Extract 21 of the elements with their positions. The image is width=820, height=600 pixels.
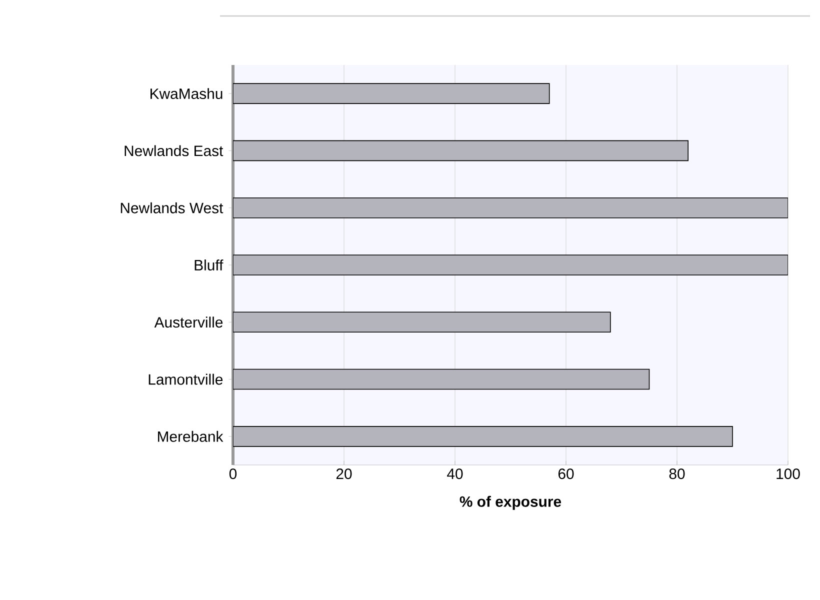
x-tick-label: 100	[776, 468, 800, 480]
bar	[233, 83, 550, 104]
y-tick-label: Bluff	[194, 260, 224, 270]
bar	[233, 312, 611, 333]
x-tick-label: 60	[558, 468, 574, 480]
bar	[233, 197, 788, 218]
x-tick-label: 0	[229, 468, 237, 480]
y-tick-label: Lamontville	[148, 374, 223, 385]
y-tick-label: Merebank	[158, 430, 224, 442]
y-tick-label: Newlands West	[120, 202, 224, 214]
bar	[233, 254, 788, 276]
y-tick-label: KwaMashu	[150, 88, 222, 100]
x-tick-label: 20	[336, 468, 352, 480]
bar	[233, 426, 733, 447]
bar	[233, 368, 650, 390]
y-tick-label: Newlands East	[124, 145, 224, 156]
x-axis-title: % of exposure	[460, 496, 562, 510]
x-tick-label: 40	[447, 468, 463, 480]
x-tick-label: 80	[669, 468, 685, 480]
y-tick-label: Austerville	[154, 316, 223, 328]
bar	[233, 140, 689, 162]
